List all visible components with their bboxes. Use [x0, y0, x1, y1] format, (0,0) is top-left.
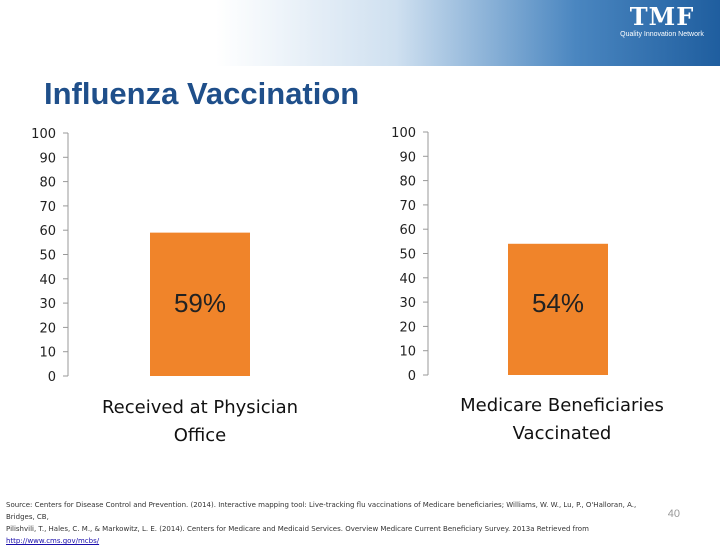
chart-1-bar [150, 232, 250, 376]
chart-2-tick-label: 70 [399, 199, 416, 214]
chart-1-tick-label: 30 [39, 297, 56, 312]
chart-2-tick-label: 30 [399, 296, 416, 311]
tmf-logo: TMF Quality Innovation Network [614, 4, 710, 39]
header-band [0, 0, 720, 70]
chart-1-tick-label: 100 [31, 127, 56, 142]
chart-1-tick-label: 50 [39, 249, 56, 264]
chart-2-tick-label: 60 [399, 223, 416, 238]
chart-1-category-label: Received at Physician Office [70, 394, 330, 450]
chart-1-data-label: 59% [174, 288, 226, 318]
chart-1-tick-label: 60 [39, 224, 56, 239]
chart-2-tick-label: 100 [391, 126, 416, 141]
source-line-1: Source: Centers for Disease Control and … [6, 501, 637, 521]
chart-2-tick-label: 20 [399, 320, 416, 335]
chart-1-tick-label: 10 [39, 346, 56, 361]
title-bar [0, 66, 720, 116]
chart-2-tick-label: 50 [399, 248, 416, 263]
page-title: Influenza Vaccination [44, 76, 360, 111]
logo-subtitle: Quality Innovation Network [620, 31, 704, 38]
chart-1-tick-label: 90 [39, 151, 56, 166]
source-line-2-text: Pilishvili, T., Hales, C. M., & Markowit… [6, 525, 589, 533]
page-number: 40 [667, 508, 680, 520]
chart-1-category-line-2: Office [173, 425, 227, 446]
chart-2-tick-label: 10 [399, 345, 416, 360]
chart-2-category-line-1: Medicare Beneficiaries [460, 395, 664, 416]
chart-2-tick-label: 80 [399, 175, 416, 190]
chart-1-category-line-1: Received at Physician [101, 397, 299, 418]
chart-1-tick-label: 0 [48, 370, 56, 385]
source-link[interactable]: http://www.cms.gov/mcbs/ [6, 537, 100, 545]
chart-2-data-label: 54% [532, 288, 584, 318]
chart-2-tick-label: 0 [408, 369, 416, 384]
chart-2-category-label: Medicare Beneficiaries Vaccinated [430, 392, 694, 448]
chart-2-category-line-2: Vaccinated [512, 423, 612, 444]
chart-1-tick-label: 80 [39, 176, 56, 191]
chart-1-tick-label: 40 [39, 273, 56, 288]
chart-2-bar [508, 243, 608, 375]
source-line-2: Pilishvili, T., Hales, C. M., & Markowit… [6, 523, 654, 547]
chart-2-tick-label: 90 [399, 150, 416, 165]
chart-1-tick-label: 20 [39, 321, 56, 336]
logo-main-text: TMF [629, 2, 695, 31]
chart-2-tick-label: 40 [399, 272, 416, 287]
chart-1-tick-label: 70 [39, 200, 56, 215]
